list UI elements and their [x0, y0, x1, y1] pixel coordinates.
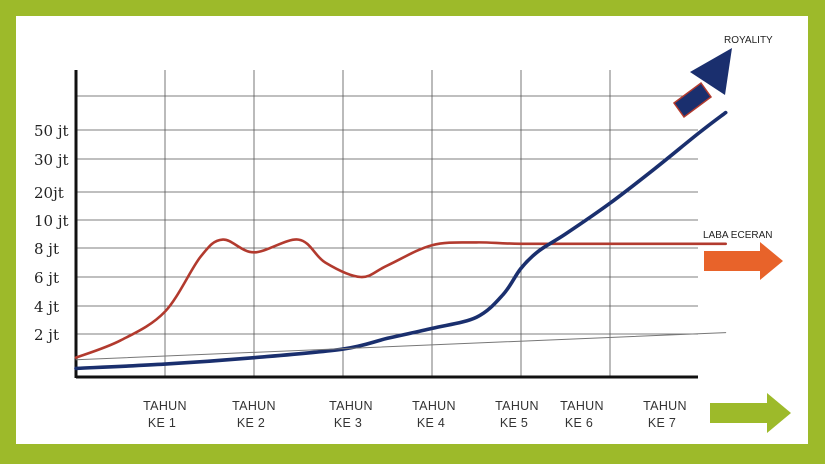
series-laba-eceran-line	[74, 238, 727, 359]
axes	[74, 70, 698, 379]
x-tick-labels: TAHUN KE 1 TAHUN KE 2 TAHUN KE 3 TAHUN KE 4 TAHU…	[143, 399, 687, 430]
x-tick-label-line1: TAHUN	[329, 399, 373, 413]
x-tick-label-line1: TAHUN	[560, 399, 604, 413]
grid-lines	[76, 70, 698, 377]
y-tick-labels: 2 jt 4 jt 6 jt 8 jt 10 jt 20jt 30 jt 50 jt	[34, 122, 69, 344]
series-baseline-line	[75, 332, 727, 361]
y-tick-label: 4 jt	[34, 298, 59, 316]
x-tick-label-line2: KE 6	[565, 416, 593, 430]
chart-panel	[16, 16, 808, 444]
y-tick-label: 6 jt	[34, 269, 59, 287]
retail-label: LABA ECERAN	[703, 230, 772, 241]
y-tick-label: 2 jt	[34, 326, 59, 344]
y-tick-label: 50 jt	[34, 122, 69, 140]
y-tick-label: 10 jt	[34, 212, 69, 230]
royalty-label: ROYALITY	[724, 35, 773, 46]
y-tick-label: 8 jt	[34, 240, 59, 258]
x-tick-label-line2: KE 3	[334, 416, 362, 430]
footer-arrow-icon	[710, 393, 791, 433]
royalty-arrow-head	[690, 48, 732, 95]
x-tick-label-line2: KE 5	[500, 416, 528, 430]
x-tick-label-line2: KE 7	[648, 416, 676, 430]
royalty-arrow	[672, 48, 732, 119]
y-tick-label: 20jt	[34, 184, 64, 202]
x-tick-label-line1: TAHUN	[143, 399, 187, 413]
series-lines	[74, 110, 728, 371]
x-tick-label-line2: KE 1	[148, 416, 176, 430]
y-tick-label: 30 jt	[34, 151, 69, 169]
x-tick-label-line1: TAHUN	[232, 399, 276, 413]
x-tick-label-line1: TAHUN	[495, 399, 539, 413]
series-royality-line	[74, 110, 728, 371]
royalty-arrow-shaft	[672, 81, 713, 119]
retail-arrow	[704, 242, 783, 280]
x-tick-label-line1: TAHUN	[412, 399, 456, 413]
x-tick-label-line1: TAHUN	[643, 399, 687, 413]
x-tick-label-line2: KE 4	[417, 416, 445, 430]
x-tick-label-line2: KE 2	[237, 416, 265, 430]
retail-arrow-shape	[704, 242, 783, 280]
